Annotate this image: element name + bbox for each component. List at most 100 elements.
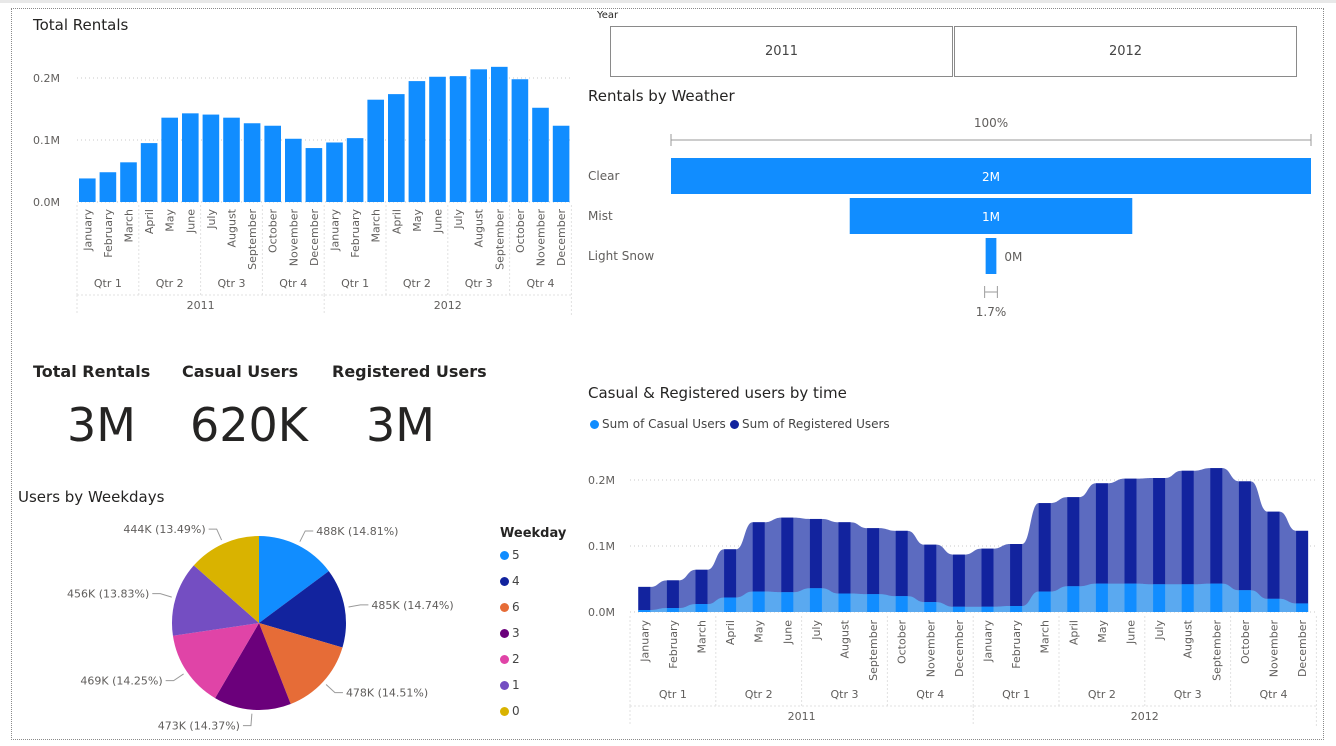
weekday-legend-item[interactable]: 2 [500,652,520,666]
weekday-legend-label: 4 [512,574,520,588]
registered-users-column [895,530,908,597]
bar-month-label: April [390,209,403,234]
registered-users-column [1038,503,1051,592]
weekday-legend-item[interactable]: 0 [500,704,520,718]
legend-casual-users[interactable]: Sum of Casual Users [590,417,726,431]
registered-users-column [1238,481,1251,591]
area-month-label: January [638,620,651,663]
bar-month-label: January [81,209,94,252]
bar-month-label: March [123,209,136,243]
funnel-category-label: Clear [588,169,619,183]
pie-leader-line [242,713,253,727]
funnel-category-label: Light Snow [588,249,654,263]
funnel-data-label: 1M [982,210,1000,224]
pie-leader-line [152,593,172,598]
area-year-label: 2012 [1131,710,1159,723]
area-quarter-label: Qtr 2 [1088,688,1116,701]
area-y-tick-label: 0.0M [588,606,615,619]
bar-month-label: November [535,209,548,267]
area-month-label: April [1067,620,1080,645]
registered-users-column [924,544,937,603]
rental-bar [223,117,240,202]
bar-month-label: May [164,209,177,232]
rental-bar [243,123,261,202]
weekday-legend-item[interactable]: 5 [500,548,520,562]
casual-users-column [867,594,880,612]
registered-users-column [809,518,822,589]
weekday-legend-dot [500,551,509,560]
rental-bar [202,114,220,202]
casual-users-column [981,606,994,612]
weekday-legend-item[interactable]: 3 [500,626,520,640]
area-month-label: December [1296,620,1309,678]
total-rentals-bar-chart[interactable]: 0.0M 0.1M 0.2M January February March April May… [20,55,585,325]
area-month-label: November [924,620,937,678]
weekday-legend-dot [500,707,509,716]
bar-quarter-label: Qtr 4 [279,277,307,290]
casual-users-column [724,597,737,612]
rental-bar [182,113,199,202]
registered-users-band [638,468,1309,612]
rental-bar [79,178,96,202]
area-month-label: November [1268,620,1281,678]
year-slicer-option-2011[interactable]: 2011 [610,26,953,77]
pie-slice [259,623,343,705]
weather-funnel-chart[interactable]: 100% Clear 2M Mist 1M Light Snow 0M 1.7% [580,108,1320,328]
bar-month-label: December [308,209,321,267]
area-month-label: May [753,620,766,643]
rental-bar [367,99,384,202]
rental-bar [140,143,158,202]
weekday-legend-item[interactable]: 6 [500,600,520,614]
funnel-bar [985,238,997,274]
area-month-label: August [1182,619,1195,658]
registered-users-column [838,522,851,594]
area-month-label: March [696,620,709,654]
casual-users-column [638,610,651,612]
area-quarter-label: Qtr 2 [745,688,773,701]
area-year-label: 2011 [788,710,816,723]
bar-month-label: March [370,209,383,243]
rental-bar [326,142,343,202]
pie-leader-line [299,530,314,542]
registered-users-legend-label: Sum of Registered Users [742,417,890,431]
casual-users-column [752,591,765,612]
legend-registered-users[interactable]: Sum of Registered Users [730,417,890,431]
registered-users-column [952,554,965,607]
area-month-label: September [1210,620,1223,681]
bar-month-label: July [205,209,218,230]
area-month-label: February [667,620,680,669]
rental-bar [470,69,487,202]
weekday-legend-item[interactable]: 1 [500,678,520,692]
casual-users-column [1210,583,1223,612]
year-slicer-option-2012[interactable]: 2012 [954,26,1297,77]
users-by-time-area-chart[interactable]: 0.0M 0.1M 0.2M January February March April May… [580,455,1320,735]
registered-users-column [666,580,679,609]
bar-month-label: December [555,209,568,267]
pie-slice [215,623,291,710]
casual-users-band [638,583,1309,612]
bar-month-label: February [349,209,362,258]
funnel-category-label: Mist [588,209,613,223]
funnel-bottom-percent-label: 1.7% [976,305,1007,319]
weekday-legend-label: 2 [512,652,520,666]
casual-users-column [695,604,708,612]
kpi-total-rentals-value: 3M [67,398,136,452]
weekday-pie-chart[interactable]: 488K (14.81%) 485K (14.74%) 478K (14.51%) 4… [20,515,500,740]
rental-bar [264,125,281,202]
registered-users-column [781,517,794,593]
area-month-label: April [724,620,737,645]
casual-users-column [1296,603,1309,612]
weather-chart-title: Rentals by Weather [588,87,735,105]
weekday-legend-item[interactable]: 4 [500,574,520,588]
area-month-label: May [1096,620,1109,643]
pie-leader-line [208,528,223,541]
rental-bar [346,138,364,202]
top-edge [0,0,1336,3]
registered-users-column [867,528,880,595]
bar-month-label: November [287,209,300,267]
bar-y-tick-label: 0.0M [33,196,60,209]
area-month-label: January [982,620,995,663]
bar-quarter-label: Qtr 1 [94,277,122,290]
area-month-label: February [1010,620,1023,669]
area-month-label: June [781,620,794,645]
